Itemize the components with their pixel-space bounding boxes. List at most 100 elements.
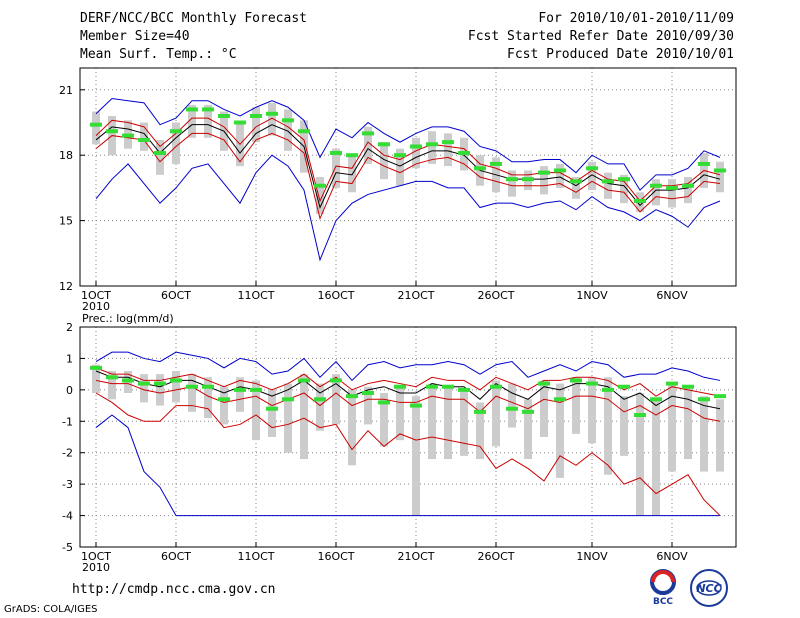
temp-panel: 12 15 18 21 1OCT 6OCT 11OCT 16OCT 21OCT 26OCT 1NOV… — [59, 67, 737, 313]
temp-marker — [650, 183, 662, 188]
prec-marker — [90, 365, 102, 370]
temp-spread-bar — [396, 148, 404, 186]
prec-spread-bar — [460, 389, 468, 456]
prec-y-tick-label: -2 — [62, 447, 73, 460]
temp-spread-bar — [620, 174, 628, 204]
temp-marker — [362, 131, 374, 136]
temp-marker — [698, 161, 710, 166]
temp-marker — [330, 151, 342, 156]
prec-marker — [666, 381, 678, 386]
prec-spread-bar — [556, 383, 564, 478]
temp-spread-bar — [268, 102, 276, 136]
temp-marker — [282, 118, 294, 123]
temp-spread-bar — [316, 177, 324, 215]
temp-marker — [138, 137, 150, 142]
prec-spread-bar — [252, 380, 260, 441]
temp-marker — [426, 142, 438, 147]
prec-line-min — [95, 414, 720, 517]
temp-marker — [218, 113, 230, 118]
temp-line-max — [95, 97, 721, 191]
header-member-size: Member Size=40 — [80, 29, 190, 44]
prec-x-tick-label: 11OCT — [237, 550, 274, 563]
prec-spread-bar — [540, 380, 548, 437]
prec-spread-bar — [332, 374, 340, 425]
header-start-date: Fcst Started Refer Date 2010/09/30 — [467, 29, 734, 44]
temp-marker — [250, 113, 262, 118]
prec-marker — [570, 378, 582, 383]
temp-x-tick-label: 1OCT — [81, 289, 111, 302]
prec-spread-bar — [236, 377, 244, 412]
temp-marker — [442, 140, 454, 145]
temp-marker — [186, 107, 198, 112]
prec-x-tick-label: 6NOV — [656, 550, 688, 563]
prec-marker — [362, 391, 374, 395]
temp-spread-bar — [412, 137, 420, 169]
temp-marker — [154, 151, 166, 156]
prec-marker — [522, 409, 534, 414]
prec-y-tick-label: -5 — [62, 541, 73, 554]
bcc-logo: BCC — [650, 569, 676, 607]
prec-marker — [186, 384, 198, 389]
temp-x-tick-label: 11OCT — [237, 289, 274, 302]
prec-marker — [426, 384, 438, 389]
prec-marker — [474, 409, 486, 414]
prec-spread-bar — [220, 386, 228, 425]
temp-spread-bar — [172, 122, 180, 164]
temp-spread-bar — [588, 161, 596, 191]
prec-marker — [138, 381, 150, 386]
prec-x-tick-label: 1NOV — [576, 550, 608, 563]
prec-marker — [618, 384, 630, 389]
bcc-logo-label: BCC — [653, 597, 673, 607]
temp-spread-bar — [668, 179, 676, 208]
temp-marker — [490, 161, 502, 166]
prec-line-upper — [95, 367, 721, 397]
temp-marker — [346, 153, 358, 158]
temp-spread-bar — [140, 122, 148, 151]
prec-panel-title: Prec.: log(mm/d) — [82, 312, 174, 325]
prec-marker — [282, 397, 294, 402]
prec-y-tick-label: -3 — [62, 478, 73, 491]
prec-spread-bar — [588, 377, 596, 444]
prec-spread-bar — [268, 389, 276, 437]
prec-spread-bar — [380, 393, 388, 447]
grads-credit: GrADS: COLA/IGES — [4, 604, 98, 615]
temp-spread-bar — [92, 111, 100, 145]
temp-marker — [634, 198, 646, 203]
temp-spread-bar — [684, 177, 692, 204]
header-produced-date: Fcst Produced Date 2010/10/01 — [507, 47, 734, 62]
temp-spread-bar — [508, 170, 516, 197]
temp-marker — [202, 107, 214, 112]
prec-spread-bar — [284, 383, 292, 453]
temp-marker — [378, 142, 390, 147]
prec-spread-bar — [636, 393, 644, 516]
temp-y-tick-label: 12 — [59, 280, 73, 293]
temp-marker — [474, 166, 486, 171]
prec-spread-bar — [652, 399, 660, 516]
temp-marker — [682, 183, 694, 188]
prec-y-tick-label: 0 — [66, 384, 73, 397]
prec-marker — [714, 394, 726, 399]
prec-marker — [298, 378, 310, 383]
prec-year-label: 2010 — [82, 561, 110, 574]
footer-url[interactable]: http://cmdp.ncc.cma.gov.cn — [72, 582, 276, 597]
prec-spread-bar — [620, 396, 628, 456]
prec-x-tick-label: 26OCT — [477, 550, 514, 563]
temp-spread-bar — [380, 142, 388, 180]
temp-line-min — [95, 154, 721, 262]
prec-marker — [330, 378, 342, 383]
prec-spread-bar — [300, 374, 308, 459]
prec-spread-bar — [316, 383, 324, 431]
prec-spread-bar — [700, 396, 708, 472]
prec-y-tick-label: -1 — [62, 415, 73, 428]
prec-spread-bar — [524, 399, 532, 459]
prec-marker — [346, 394, 358, 399]
prec-spread-bar — [604, 377, 612, 475]
temp-marker — [106, 129, 118, 134]
ncc-logo-label: NCC — [696, 582, 721, 595]
prec-marker — [506, 406, 518, 411]
prec-spread-bar — [492, 380, 500, 447]
temp-x-tick-label: 6OCT — [161, 289, 191, 302]
temp-marker — [618, 177, 630, 182]
temp-spread-bar — [556, 163, 564, 188]
prec-x-tick-label: 16OCT — [317, 550, 354, 563]
